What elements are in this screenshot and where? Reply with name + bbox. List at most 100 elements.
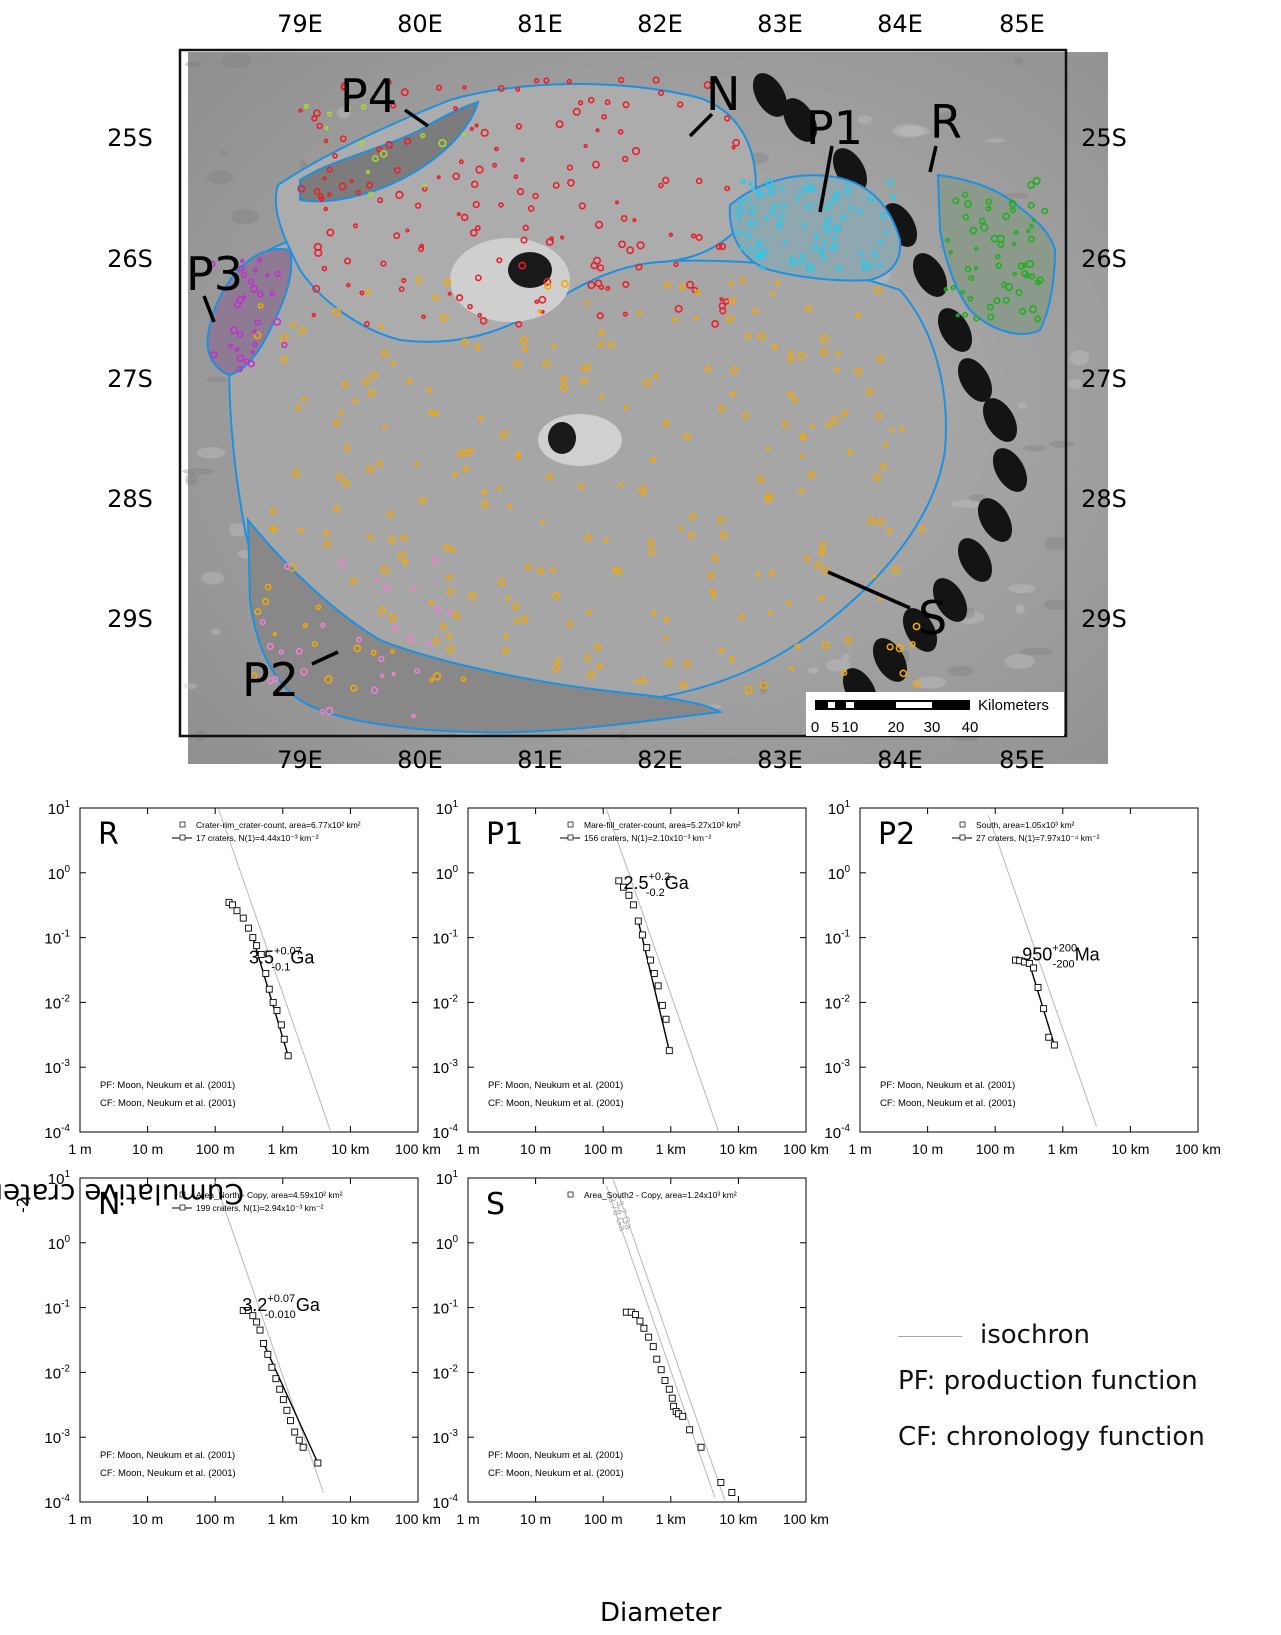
x-tick-label: 100 km	[783, 1511, 829, 1527]
dark-rille-chain	[752, 73, 1028, 712]
data-point	[229, 901, 236, 909]
legend-chronology-function: CF: chronology function	[898, 1422, 1205, 1452]
region-leader-line	[404, 108, 429, 128]
plot-note: PF: Moon, Neukum et al. (2001)	[100, 1450, 235, 1461]
y-tick-label: 10-4	[44, 1493, 70, 1512]
data-point	[649, 1343, 657, 1351]
legend-isochron: isochron	[980, 1320, 1090, 1350]
y-tick-label: 10-2	[44, 993, 70, 1012]
plot-note: PF: Moon, Neukum et al. (2001)	[880, 1080, 1015, 1091]
data-point	[728, 1489, 736, 1496]
region-label-p3: P3	[186, 247, 243, 301]
isochron-curve	[214, 1181, 324, 1493]
data-point	[291, 1428, 299, 1436]
region-leader-line	[688, 112, 714, 138]
data-point	[239, 914, 247, 922]
data-point	[284, 1052, 292, 1060]
data-point	[1040, 1005, 1048, 1013]
lunar-map: Kilometers 0 5 10 20 30 40 79E 80E 81E 82E 83E 84E…	[107, 10, 1127, 774]
scalebar-title: Kilometers	[978, 697, 1049, 714]
fit-line	[1028, 963, 1056, 1046]
legend-entry: 27 craters, N(1)=7.97x10⁻⁴ km⁻²	[976, 833, 1100, 843]
plot-note: CF: Moon, Neukum et al. (2001)	[100, 1468, 236, 1479]
data-point	[299, 1443, 307, 1451]
data-point	[287, 1417, 294, 1425]
longitude-label-bottom: 82E	[637, 746, 683, 774]
legend-production-function: PF: production function	[898, 1366, 1198, 1396]
isochron-curve	[606, 809, 719, 1131]
longitude-label-top: 79E	[277, 10, 323, 38]
region-label-r: R	[930, 95, 962, 149]
region-P3-floor	[206, 248, 293, 377]
longitude-label-top: 83E	[757, 10, 803, 38]
data-point	[643, 944, 651, 952]
data-point	[253, 942, 261, 950]
plot-title: S	[486, 1187, 505, 1222]
y-tick-label: 10-2	[44, 1363, 70, 1382]
longitude-label-bottom: 83E	[757, 746, 803, 774]
longitude-label-bottom: 84E	[877, 746, 923, 774]
region-label-n: N	[706, 67, 740, 121]
isochron-curve	[987, 815, 1098, 1127]
legend-entry: 156 craters, N(1)=2.10x10⁻³ km⁻²	[584, 833, 711, 843]
region-label-p4: P4	[340, 69, 397, 123]
y-tick-label: 10-1	[44, 1299, 70, 1318]
x-tick-label: 100 m	[584, 1141, 623, 1157]
y-tick-label: 101	[436, 799, 459, 818]
legend-marker	[179, 834, 186, 841]
x-tick-label: 10 m	[912, 1141, 943, 1157]
longitude-label-top: 82E	[637, 10, 683, 38]
plot-panel-p2: 10-4 10-3 10-2 10-1 100 101 1 m 10 m 100 m 1 km 10…	[824, 799, 1221, 1157]
x-tick-label: 1 m	[456, 1511, 479, 1527]
legend-entry: Crater-rim_crater-count, area=6.77x10² k…	[196, 820, 361, 830]
isochron-curve	[612, 1179, 726, 1501]
latitude-label-left: 26S	[107, 245, 153, 273]
legend-entry: 199 craters, N(1)=2.94x10⁻³ km⁻²	[196, 1203, 323, 1213]
isochron-curve	[218, 808, 331, 1130]
y-tick-label: 10-3	[824, 1058, 850, 1077]
isochron-legend-swatch	[898, 1336, 962, 1337]
y-tick-label: 10-2	[432, 993, 458, 1012]
legend-marker	[179, 821, 186, 828]
data-point	[279, 1396, 287, 1404]
latitude-label-right: 28S	[1081, 485, 1127, 513]
data-point	[620, 883, 627, 891]
plot-frame	[467, 1177, 807, 1503]
longitude-labels-bottom: 79E 80E 81E 82E 83E 84E 85E	[277, 746, 1045, 774]
age-label: 2.5+0.2 -0.2Ga	[623, 871, 689, 899]
y-tick-label: 100	[436, 864, 459, 883]
x-tick-label: 10 km	[331, 1511, 369, 1527]
data-point	[662, 1015, 670, 1023]
data-point	[645, 1333, 653, 1341]
plot-panel-r: 10-4 10-3 10-2 10-1 100 101 1 m 10 m 100 m 1 km 10…	[44, 799, 441, 1157]
data-point	[665, 1385, 673, 1393]
legend-marker	[567, 1191, 574, 1198]
plot-frame	[79, 807, 419, 1133]
x-tick-label: 100 km	[395, 1141, 441, 1157]
scalebar-tick: 5	[831, 719, 839, 736]
latitude-label-right: 26S	[1081, 245, 1127, 273]
data-point	[658, 1001, 666, 1009]
data-point	[256, 1326, 264, 1334]
fit-line	[262, 1343, 319, 1464]
longitude-label-top: 84E	[877, 10, 923, 38]
central-peak-shadow	[548, 422, 576, 454]
scalebar-tick: 20	[888, 719, 905, 736]
legend-entry: Area_North - Copy, area=4.59x10² km²	[196, 1190, 343, 1200]
x-tick-label: 1 km	[656, 1141, 686, 1157]
legend-marker	[959, 834, 966, 841]
plot-note: PF: Moon, Neukum et al. (2001)	[100, 1080, 235, 1091]
data-point	[1025, 959, 1033, 967]
data-point	[280, 1035, 288, 1043]
longitude-label-top: 80E	[397, 10, 443, 38]
data-point	[295, 1436, 303, 1444]
x-tick-label: 10 km	[719, 1511, 757, 1527]
age-label: 3.2+0.07 -0.010Ga	[242, 1293, 321, 1321]
data-point	[668, 1394, 676, 1402]
plot-frame	[79, 1177, 419, 1503]
legend-entry: Mare-fill_crater-count, area=5.27x10² km…	[584, 820, 741, 830]
data-point	[661, 1377, 669, 1384]
data-point	[314, 1459, 322, 1467]
y-tick-label: 10-3	[44, 1428, 70, 1447]
plot-note: CF: Moon, Neukum et al. (2001)	[100, 1098, 236, 1109]
